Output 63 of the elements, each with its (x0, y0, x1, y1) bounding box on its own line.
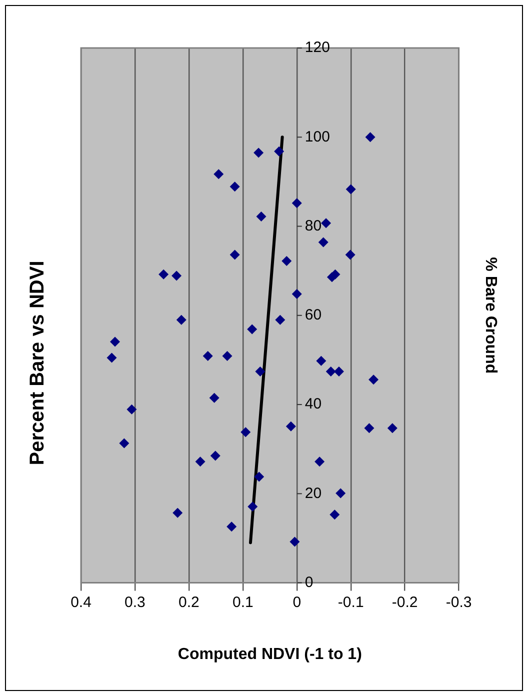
point (106, 352, 117, 363)
point (202, 350, 213, 361)
x-tick-label: 0.3 (124, 594, 146, 611)
point (254, 472, 264, 482)
point (330, 510, 340, 520)
point (286, 421, 296, 432)
point (275, 314, 286, 325)
point (316, 356, 326, 366)
point (214, 169, 224, 180)
x-tick-label: 0.1 (232, 594, 254, 611)
y-tick-label: 0 (304, 574, 314, 591)
point (195, 456, 206, 467)
point (119, 438, 130, 448)
point (326, 366, 336, 377)
point (364, 423, 374, 434)
point (172, 270, 182, 281)
y-tick-label: 100 (304, 128, 330, 146)
point (110, 336, 120, 347)
x-tick-label: -0.3 (446, 594, 472, 611)
point (230, 250, 240, 260)
y-tick-label: 20 (304, 484, 322, 502)
point (222, 350, 232, 361)
y-tick-label: 40 (304, 396, 322, 413)
x-tick-label: 0.4 (70, 594, 92, 611)
point (334, 366, 344, 377)
point (314, 456, 325, 467)
x-axis-title: Computed NDVI (-1 to 1) (178, 646, 362, 663)
point (256, 211, 266, 222)
point (176, 314, 186, 325)
point (318, 237, 328, 248)
x-tick-label: -0.1 (338, 594, 364, 611)
point (365, 132, 376, 142)
point (247, 324, 258, 334)
point (336, 488, 346, 498)
x-tick-label: 0.2 (178, 594, 200, 611)
y-tick-label: 60 (304, 306, 322, 324)
y-tick-label: 120 (304, 39, 330, 56)
point (346, 184, 356, 194)
point (126, 404, 137, 414)
point (292, 198, 302, 208)
point (172, 508, 183, 518)
point (274, 146, 284, 156)
text: Percent Bare vs NDVI (26, 260, 49, 466)
y-tick-label: 80 (304, 217, 322, 234)
point (292, 289, 302, 300)
point (282, 256, 292, 266)
point (368, 374, 379, 385)
point (290, 536, 300, 547)
point (158, 269, 169, 280)
point (240, 427, 251, 438)
x-tick-label: 0 (292, 594, 302, 611)
x-tick-label: -0.2 (392, 594, 418, 611)
point (387, 423, 398, 434)
point (248, 502, 258, 512)
point (209, 392, 220, 403)
point (254, 148, 264, 158)
y-axis-title: % Bare Ground (482, 257, 499, 374)
point (210, 450, 220, 461)
point (321, 218, 332, 228)
point (226, 522, 237, 532)
point (255, 366, 266, 377)
point (345, 250, 356, 260)
point (230, 182, 240, 192)
